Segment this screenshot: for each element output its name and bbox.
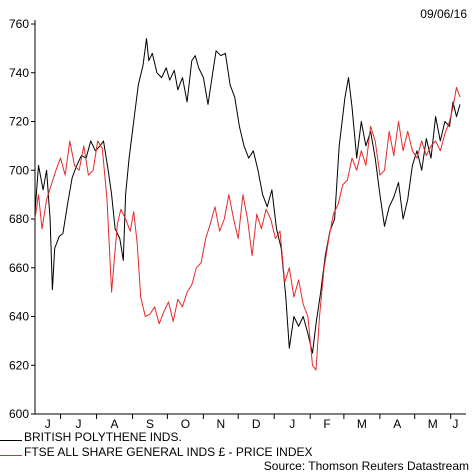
source-note: Source: Thomson Reuters Datastream xyxy=(263,459,469,473)
y-tick-label: 640 xyxy=(9,310,29,324)
legend-item-series-1: BRITISH POLYTHENE INDS. xyxy=(0,430,182,444)
y-tick-label: 620 xyxy=(9,358,29,372)
x-tick-label: A xyxy=(111,417,119,431)
legend-swatch-series-1 xyxy=(0,439,22,441)
x-tick-label: J xyxy=(452,417,458,431)
x-tick-label: N xyxy=(216,417,225,431)
series-layer xyxy=(34,38,461,371)
x-tick-label: F xyxy=(323,417,330,431)
y-tick-label: 740 xyxy=(9,66,29,80)
y-tick-label: 680 xyxy=(9,212,29,226)
y-tick-label: 660 xyxy=(9,261,29,275)
x-tick-label: J xyxy=(76,417,82,431)
legend-label-series-1: BRITISH POLYTHENE INDS. xyxy=(24,430,182,444)
y-tick-label: 720 xyxy=(9,115,29,129)
y-tick-label: 760 xyxy=(9,17,29,31)
legend-label-series-2: FTSE ALL SHARE GENERAL INDS £ - PRICE IN… xyxy=(24,445,313,459)
y-axis: 600 620 640 660 680 700 720 740 760 xyxy=(9,17,36,421)
x-tick-label: O xyxy=(181,417,190,431)
series-line-1 xyxy=(34,38,461,354)
y-tick-label: 600 xyxy=(9,407,29,421)
y-tick-label: 700 xyxy=(9,163,29,177)
x-tick-label: M xyxy=(357,417,367,431)
x-tick-label: S xyxy=(146,417,154,431)
chart-date-stamp: 09/06/16 xyxy=(420,7,467,21)
series-line-2 xyxy=(34,86,461,371)
legend-item-series-2: FTSE ALL SHARE GENERAL INDS £ - PRICE IN… xyxy=(0,445,313,459)
x-tick-label: J xyxy=(45,417,51,431)
x-tick-label: A xyxy=(393,417,401,431)
legend-swatch-series-2 xyxy=(0,454,22,456)
x-tick-label: J xyxy=(289,417,295,431)
x-tick-label: M xyxy=(428,417,438,431)
x-tick-label: D xyxy=(252,417,261,431)
